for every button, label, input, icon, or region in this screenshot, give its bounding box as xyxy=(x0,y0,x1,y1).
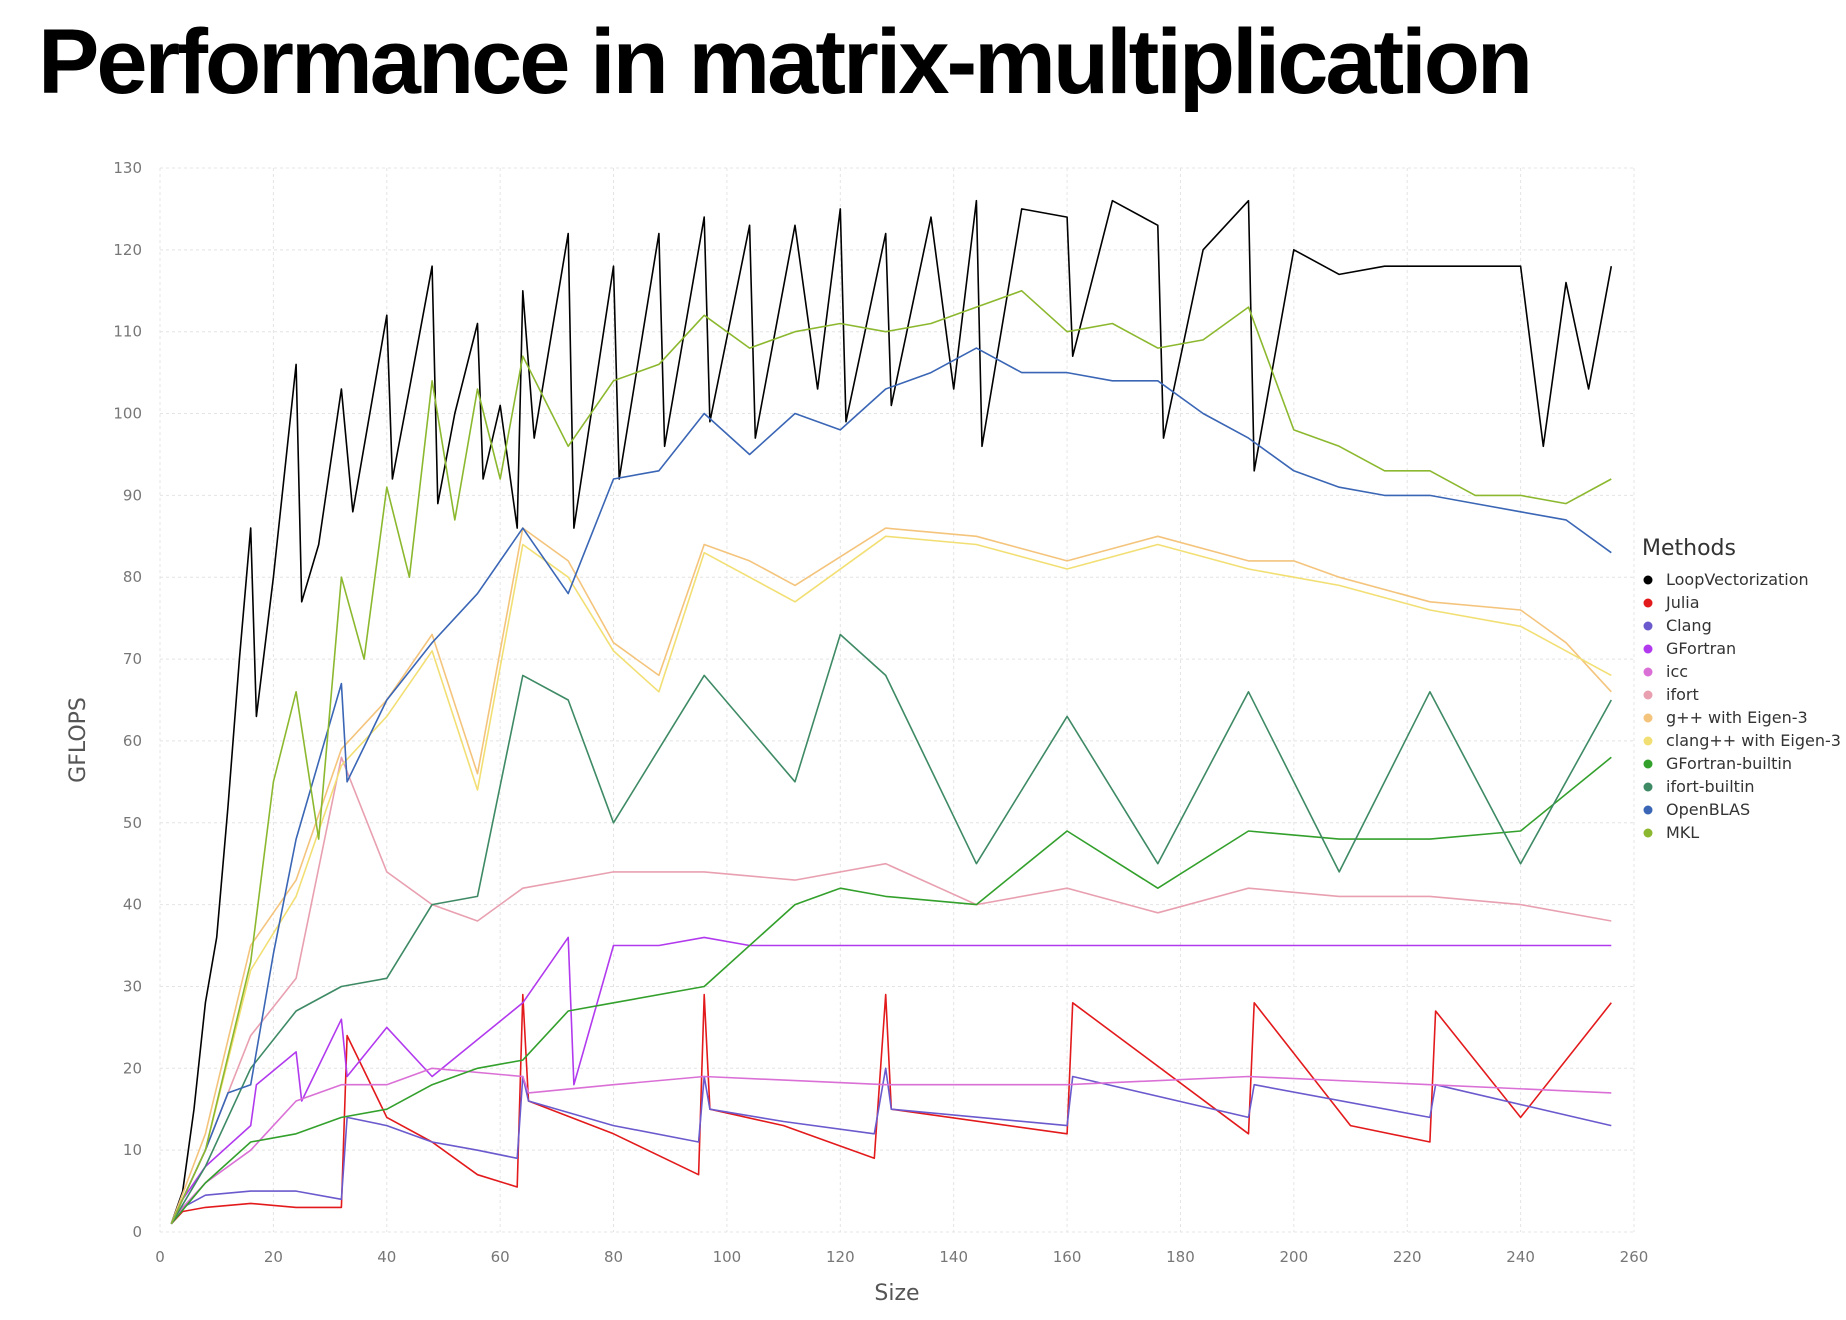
y-tick-label: 50 xyxy=(123,814,142,832)
series-line-mkl xyxy=(170,290,1612,1225)
series-line-icc xyxy=(170,1067,1612,1225)
y-tick-label: 90 xyxy=(123,486,142,504)
legend-label: OpenBLAS xyxy=(1666,800,1750,819)
legend: Methods LoopVectorization Julia Clang GFort… xyxy=(1642,536,1841,842)
legend-marker xyxy=(1643,621,1653,631)
series-line-clang xyxy=(170,1067,1612,1225)
y-tick-label: 0 xyxy=(132,1223,142,1241)
y-tick-label: 110 xyxy=(113,323,142,341)
y-tick-label: 20 xyxy=(123,1059,142,1077)
series-line-ifort xyxy=(170,756,1612,1225)
legend-marker xyxy=(1643,644,1653,654)
y-tick-label: 80 xyxy=(123,568,142,586)
x-tick-label: 60 xyxy=(491,1248,510,1266)
legend-marker xyxy=(1643,690,1653,700)
slide-title: Performance in matrix-multiplication xyxy=(38,11,1533,113)
legend-marker xyxy=(1643,805,1653,815)
series-line-loopvectorization xyxy=(170,199,1613,1225)
x-tick-label: 80 xyxy=(604,1248,623,1266)
x-tick-label: 40 xyxy=(377,1248,396,1266)
legend-label: clang++ with Eigen-3 xyxy=(1666,731,1841,750)
series-line-ifort-builtin xyxy=(170,633,1612,1225)
legend-label: GFortran xyxy=(1666,639,1736,658)
legend-label: icc xyxy=(1666,662,1688,681)
legend-marker xyxy=(1643,759,1653,769)
legend-marker xyxy=(1643,782,1653,792)
x-tick-label: 180 xyxy=(1166,1248,1195,1266)
x-tick-label: 100 xyxy=(713,1248,742,1266)
y-tick-label: 40 xyxy=(123,896,142,914)
legend-label: g++ with Eigen-3 xyxy=(1666,708,1808,727)
legend-marker xyxy=(1643,828,1653,838)
y-axis-title: GFLOPS xyxy=(66,697,91,783)
legend-marker xyxy=(1643,667,1653,677)
series-line-clang-with-eigen-3 xyxy=(170,535,1612,1225)
y-tick-label: 130 xyxy=(113,159,142,177)
legend-marker xyxy=(1643,736,1653,746)
series-line-openblas xyxy=(170,347,1612,1225)
legend-label: ifort-builtin xyxy=(1666,777,1755,796)
legend-label: Julia xyxy=(1665,593,1700,612)
x-tick-label: 120 xyxy=(826,1248,855,1266)
y-tick-label: 120 xyxy=(113,241,142,259)
x-axis-title: Size xyxy=(874,1281,919,1306)
x-tick-label: 160 xyxy=(1053,1248,1082,1266)
series-line-gfortran xyxy=(170,936,1612,1225)
x-tick-label: 200 xyxy=(1280,1248,1309,1266)
x-tick-label: 260 xyxy=(1620,1248,1649,1266)
y-tick-label: 30 xyxy=(123,977,142,995)
series-line-gfortran-builtin xyxy=(170,756,1612,1225)
x-tick-label: 240 xyxy=(1506,1248,1535,1266)
legend-marker xyxy=(1643,713,1653,723)
y-tick-label: 60 xyxy=(123,732,142,750)
series-line-julia xyxy=(170,993,1612,1225)
y-tick-label: 10 xyxy=(123,1141,142,1159)
x-tick-label: 220 xyxy=(1393,1248,1422,1266)
legend-label: ifort xyxy=(1666,685,1699,704)
x-tick-label: 20 xyxy=(264,1248,283,1266)
y-tick-label: 100 xyxy=(113,405,142,423)
legend-label: Clang xyxy=(1666,616,1712,635)
legend-label: LoopVectorization xyxy=(1666,570,1809,589)
tick-labels: 0 10 20 30 40 50 60 70 80 90 100 110 120 130 0 20 40 60 80… xyxy=(113,159,1648,1266)
legend-label: MKL xyxy=(1666,823,1699,842)
x-tick-label: 140 xyxy=(939,1248,968,1266)
legend-marker xyxy=(1643,598,1653,608)
x-tick-label: 0 xyxy=(155,1248,165,1266)
legend-title: Methods xyxy=(1642,536,1736,561)
legend-label: GFortran-builtin xyxy=(1666,754,1792,773)
y-tick-label: 70 xyxy=(123,650,142,668)
series-lines xyxy=(170,199,1613,1225)
series-line-g-with-eigen-3 xyxy=(170,527,1612,1225)
legend-marker xyxy=(1643,575,1653,585)
